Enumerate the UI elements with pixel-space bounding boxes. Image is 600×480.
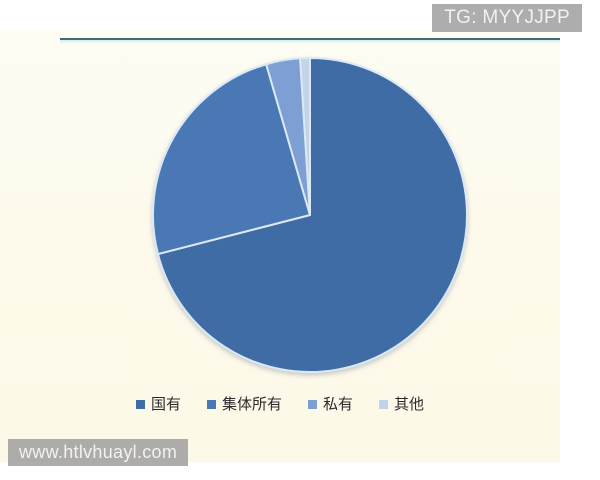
pie-slice-group: [152, 57, 468, 373]
legend-swatch-icon: [135, 400, 145, 409]
pie-chart-svg: [152, 57, 468, 373]
legend-label: 集体所有: [221, 395, 282, 413]
pie-slice-4[interactable]: [299, 57, 311, 216]
legend-label: 国有: [150, 395, 181, 413]
panel-top-rule: [60, 38, 560, 40]
pie-slice-2[interactable]: [152, 63, 311, 256]
legend-swatch-icon: [206, 400, 216, 409]
legend-swatch-icon: [379, 400, 389, 409]
legend-swatch-icon: [308, 400, 317, 409]
legend-item-4[interactable]: 其他: [379, 397, 424, 412]
legend-label: 私有: [323, 395, 354, 413]
panel-top-rule-glow: [60, 40, 560, 44]
legend-item-2[interactable]: 集体所有: [206, 395, 282, 413]
watermark-top-right: TG: MYYJJPP: [432, 4, 582, 32]
pie-chart: [0, 30, 560, 462]
chart-legend: 国有 集体所有 私有 其他: [0, 397, 560, 412]
chart-panel: 国有 集体所有 私有 其他: [0, 30, 560, 462]
pie-slice-1[interactable]: [156, 57, 468, 373]
legend-item-1[interactable]: 国有: [135, 395, 181, 413]
legend-label: 其他: [394, 395, 425, 413]
legend-item-3[interactable]: 私有: [308, 397, 353, 412]
watermark-bottom-left: www.htlvhuayl.com: [8, 439, 189, 466]
